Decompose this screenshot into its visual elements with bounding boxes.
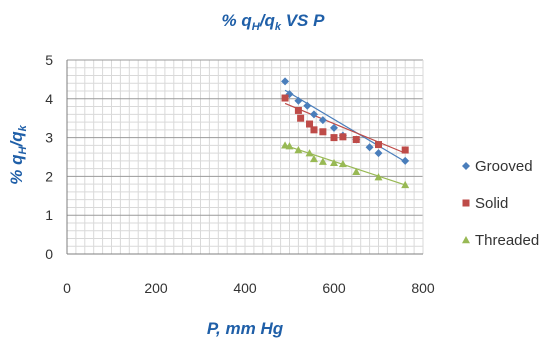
point-solid	[294, 106, 302, 114]
point-threaded	[305, 149, 314, 157]
point-solid	[310, 126, 318, 134]
x-tick-label: 800	[411, 280, 435, 296]
point-threaded	[285, 142, 294, 150]
tick-labels: 0 1 2 3 4 5 0 200 400 600 800	[45, 52, 435, 296]
y-tick-label: 1	[45, 207, 53, 223]
data-points	[281, 77, 410, 189]
x-tick-label: 0	[63, 280, 71, 296]
point-threaded	[309, 154, 318, 163]
x-tick-label: 400	[233, 280, 257, 296]
y-tick-label: 0	[45, 246, 53, 262]
legend-marker-solid	[462, 199, 470, 207]
point-grooved	[281, 77, 290, 86]
y-tick-label: 5	[45, 52, 53, 68]
point-grooved	[330, 123, 338, 132]
point-solid	[339, 133, 347, 141]
point-threaded	[352, 167, 361, 175]
point-solid	[297, 114, 305, 122]
legend-label: Threaded	[475, 232, 539, 249]
point-grooved	[318, 116, 327, 125]
legend-label: Grooved	[475, 158, 533, 175]
point-solid	[319, 128, 327, 136]
point-grooved	[303, 101, 312, 110]
point-solid	[352, 136, 360, 144]
x-tick-label: 600	[322, 280, 346, 296]
point-solid	[306, 120, 314, 128]
point-grooved	[365, 143, 374, 152]
x-tick-label: 200	[144, 280, 168, 296]
point-solid	[401, 146, 409, 154]
y-tick-label: 3	[45, 130, 53, 146]
point-grooved	[294, 96, 303, 105]
y-tick-label: 2	[45, 168, 53, 184]
axes	[66, 60, 423, 255]
grid	[67, 59, 424, 254]
point-solid	[375, 141, 382, 149]
trendline-grooved	[284, 89, 406, 163]
y-axis-label: % qH/qk	[7, 124, 29, 184]
point-threaded	[338, 159, 347, 168]
y-tick-label: 4	[45, 91, 53, 107]
trendline-solid	[284, 102, 406, 154]
chart-title: % qH/qk VS P	[222, 11, 326, 33]
point-solid	[281, 94, 289, 102]
point-solid	[330, 134, 338, 142]
point-threaded	[401, 180, 410, 189]
point-threaded	[318, 157, 327, 165]
point-grooved	[309, 110, 318, 119]
point-grooved	[401, 156, 410, 165]
point-grooved	[374, 149, 383, 158]
legend: Grooved Solid Threaded	[462, 158, 539, 249]
point-threaded	[294, 146, 303, 154]
point-threaded	[330, 158, 338, 167]
legend-marker-threaded	[462, 236, 470, 244]
legend-label: Solid	[475, 195, 508, 212]
legend-marker-grooved	[462, 162, 470, 170]
point-threaded	[374, 173, 383, 181]
x-axis-label: P, mm Hg	[207, 319, 284, 338]
